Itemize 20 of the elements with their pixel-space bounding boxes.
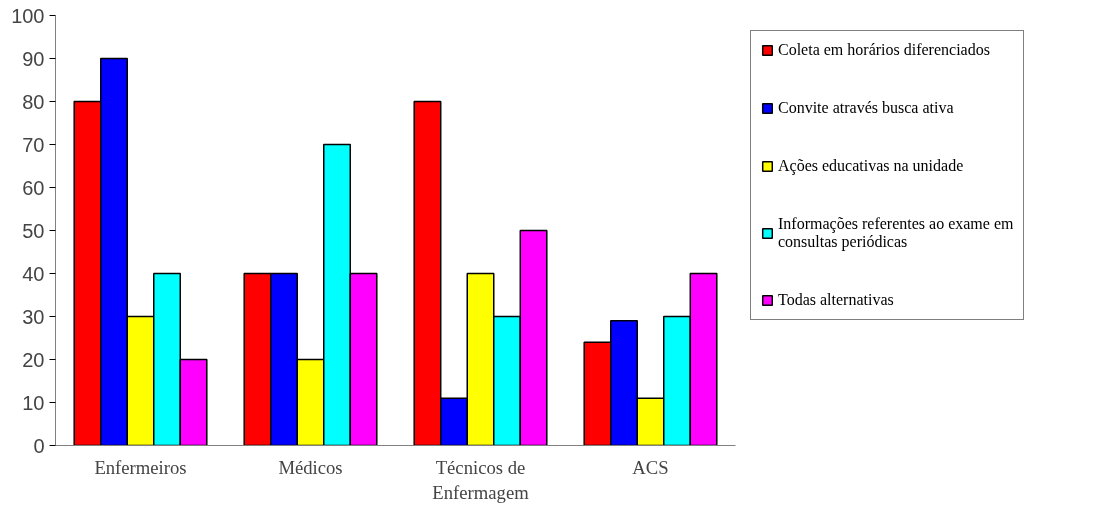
y-tick-label: 90 [22, 47, 45, 70]
x-tick-label: Técnicos de Enfermagem [432, 456, 530, 503]
y-tick-label: 50 [22, 219, 45, 242]
y-tick-label: 100 [11, 4, 45, 27]
y-tick-label: 80 [22, 90, 45, 113]
legend-label: Coleta em horários diferenciados [778, 41, 990, 59]
legend-label: Ações educativas na unidade [778, 157, 964, 175]
legend-label: Todas alternativas [778, 291, 894, 309]
y-tick-label: 0 [33, 434, 45, 457]
y-tick-label: 40 [22, 262, 45, 285]
x-tick-label: ACS [632, 456, 669, 478]
x-tick-label: Médicos [278, 456, 343, 478]
y-tick-label: 10 [22, 391, 45, 414]
legend-label: Convite através busca ativa [778, 99, 954, 117]
x-tick-label: Enfermeiros [94, 456, 187, 478]
y-tick-label: 20 [22, 348, 45, 371]
legend-label: Informações referentes ao exame em consultas periódicas [778, 215, 1014, 251]
y-tick-label: 30 [22, 305, 45, 328]
y-tick-label: 60 [22, 176, 45, 199]
y-tick-label: 70 [22, 133, 45, 156]
